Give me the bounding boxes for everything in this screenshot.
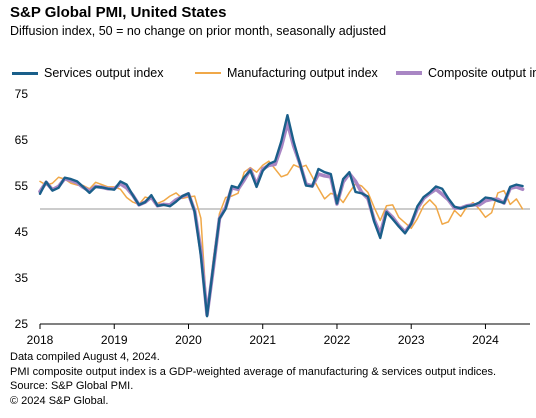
x-tick-label: 2018 bbox=[27, 333, 54, 347]
x-tick-label: 2022 bbox=[324, 333, 351, 347]
legend-swatch-manufacturing bbox=[195, 72, 221, 74]
chart-subtitle: Diffusion index, 50 = no change on prior… bbox=[10, 24, 387, 38]
services-output-line bbox=[38, 113, 524, 318]
y-tick-label: 35 bbox=[15, 271, 29, 285]
x-tick-label: 2024 bbox=[472, 333, 499, 347]
x-tick-label: 2023 bbox=[398, 333, 425, 347]
legend-swatch-services bbox=[12, 71, 38, 75]
manufacturing-output-line bbox=[39, 160, 524, 316]
y-tick-label: 75 bbox=[15, 87, 29, 101]
chart-legend: Services output index Manufacturing outp… bbox=[12, 66, 536, 84]
legend-label-services: Services output index bbox=[44, 66, 164, 80]
footnotes: Data compiled August 4, 2024. PMI compos… bbox=[10, 350, 496, 408]
x-tick-label: 2021 bbox=[249, 333, 276, 347]
footnote-copyright: © 2024 S&P Global. bbox=[10, 394, 109, 407]
legend-label-manufacturing: Manufacturing output index bbox=[227, 66, 378, 80]
chart-title: S&P Global PMI, United States bbox=[10, 4, 227, 21]
x-tick-label: 2019 bbox=[101, 333, 128, 347]
y-tick-label: 45 bbox=[15, 225, 29, 239]
y-tick-label: 65 bbox=[15, 133, 29, 147]
legend-item-composite: Composite output index bbox=[396, 66, 536, 80]
footnote-source: Source: S&P Global PMI. bbox=[10, 380, 134, 392]
x-tick-label: 2020 bbox=[175, 333, 202, 347]
legend-item-services: Services output index bbox=[12, 66, 164, 80]
composite-output-line bbox=[38, 121, 525, 317]
y-tick-label: 25 bbox=[15, 317, 29, 331]
line-chart: 25 35 45 55 65 75 2018 2019 2020 2021 2022 2023 2024 bbox=[15, 87, 530, 347]
legend-label-composite: Composite output index bbox=[428, 66, 536, 80]
y-tick-label: 55 bbox=[15, 179, 29, 193]
footnote-compiled: Data compiled August 4, 2024. bbox=[10, 351, 160, 363]
legend-item-manufacturing: Manufacturing output index bbox=[195, 66, 378, 80]
footnote-note: PMI composite output index is a GDP-weig… bbox=[10, 365, 497, 378]
legend-swatch-composite bbox=[396, 71, 422, 75]
